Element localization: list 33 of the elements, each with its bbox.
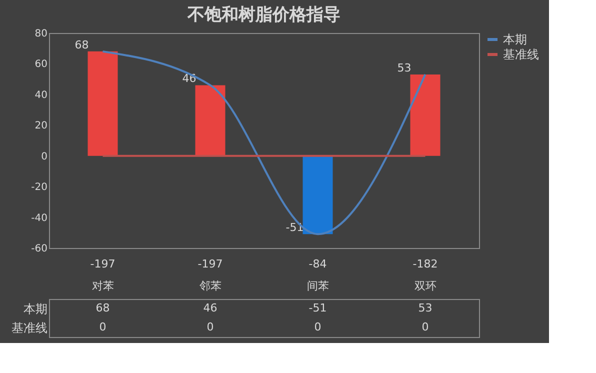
data-label: 53 bbox=[397, 61, 412, 74]
data-label: 46 bbox=[203, 302, 218, 314]
bar bbox=[195, 85, 226, 156]
bar bbox=[302, 156, 333, 234]
data-label: 68 bbox=[96, 302, 110, 314]
data-label: 46 bbox=[182, 72, 196, 86]
x-tick-label: -197 对苯 bbox=[90, 258, 116, 292]
bar bbox=[88, 51, 118, 156]
chart-title: 不饱和树脂价格指导 bbox=[186, 5, 340, 25]
y-tick-label: 0 bbox=[41, 151, 48, 162]
x-tick-label: -84 间苯 bbox=[306, 258, 329, 292]
y-tick-label: 80 bbox=[34, 28, 48, 40]
line-series bbox=[102, 50, 426, 236]
data-label: 0 bbox=[99, 320, 106, 334]
y-tick-label: 20 bbox=[34, 120, 48, 132]
x-tick-label: -197 邻苯 bbox=[198, 258, 223, 292]
data-label: 0 bbox=[422, 320, 429, 334]
data-label: 0 bbox=[314, 320, 322, 334]
text: 基准线 bbox=[12, 321, 48, 335]
y-tick-label: 40 bbox=[34, 90, 48, 101]
text: 本期 bbox=[24, 302, 48, 316]
data-label: -51 bbox=[308, 302, 327, 314]
bar bbox=[410, 74, 440, 156]
y-tick-label: 60 bbox=[34, 59, 48, 70]
data-label: 53 bbox=[418, 302, 432, 314]
legend-label: 基准线 bbox=[503, 48, 539, 62]
y-tick-label: -40 bbox=[31, 212, 48, 224]
data-label: 68 bbox=[74, 38, 89, 52]
x-tick-label: -182 双环 bbox=[412, 258, 438, 292]
y-tick-label: -60 bbox=[31, 244, 48, 254]
y-tick-label: -20 bbox=[31, 182, 48, 194]
data-label: 0 bbox=[206, 320, 214, 334]
legend-label: 本期 bbox=[503, 32, 527, 46]
